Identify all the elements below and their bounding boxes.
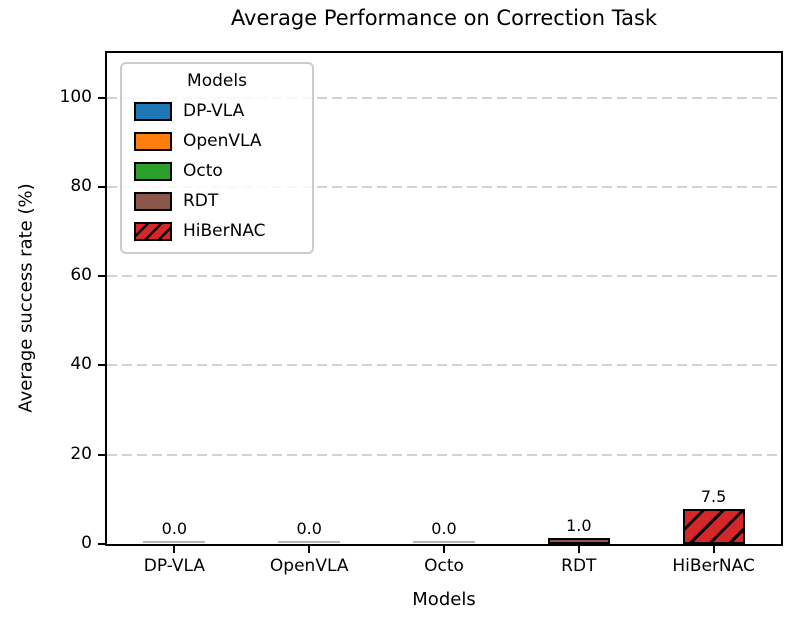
legend-swatch [134, 221, 172, 241]
bar-value-label: 0.0 [161, 519, 188, 538]
x-tick-mark [577, 546, 580, 553]
legend-swatch [134, 131, 172, 151]
bar [278, 541, 341, 543]
bar [413, 541, 475, 543]
y-tick-label: 100 [59, 86, 92, 107]
legend-title: Models [187, 71, 247, 91]
x-tick-mark [173, 546, 176, 553]
legend-entry: Octo [134, 161, 300, 181]
legend: Models DP-VLA OpenVLA Octo RDT HiBerNAC [120, 62, 314, 254]
y-tick-label: 0 [81, 533, 92, 553]
bar [682, 508, 745, 544]
y-tick-label: 20 [70, 443, 92, 464]
x-tick-label: Octo [424, 556, 464, 576]
y-tick-label: 60 [70, 265, 92, 286]
bar-value-label: 1.0 [566, 515, 592, 535]
x-tick-label: RDT [561, 556, 597, 576]
legend-swatch [134, 191, 172, 211]
y-tick-mark [98, 275, 105, 278]
plot-area: 0.0 0.0 0.0 1.0 7.5 Models DP-VLA OpenVLA Octo… [105, 51, 783, 546]
legend-swatch [134, 101, 172, 121]
gridline [107, 453, 781, 456]
bar [547, 537, 610, 544]
y-tick-mark [98, 96, 105, 99]
legend-label: OpenVLA [183, 131, 262, 151]
x-tick-mark [443, 546, 445, 553]
legend-entry: DP-VLA [134, 101, 300, 121]
bar-value-label: 7.5 [700, 486, 727, 506]
bar-value-label: 0.0 [296, 519, 322, 538]
legend-label: RDT [183, 191, 219, 211]
legend-entry: RDT [134, 191, 300, 211]
legend-label: HiBerNAC [183, 221, 266, 241]
gridline [107, 364, 781, 367]
x-axis-label: Models [412, 589, 476, 610]
legend-entry: OpenVLA [134, 131, 300, 151]
y-tick-mark [98, 185, 105, 188]
y-tick-mark [98, 364, 105, 367]
x-tick-label: DP-VLA [143, 556, 205, 576]
legend-label: Octo [183, 161, 223, 181]
gridline [107, 185, 781, 188]
chart-title: Average Performance on Correction Task [230, 6, 658, 30]
legend-entry: HiBerNAC [134, 221, 300, 241]
y-tick-label: 80 [70, 175, 92, 196]
legend-entries: DP-VLA OpenVLA Octo RDT HiBerNAC [134, 101, 300, 241]
x-tick-label: OpenVLA [269, 556, 349, 576]
gridline [107, 275, 781, 278]
y-tick-mark [98, 543, 105, 545]
x-tick-label: HiBerNAC [672, 556, 755, 576]
y-tick-label: 40 [70, 354, 92, 375]
legend-label: DP-VLA [183, 101, 245, 121]
gridline [107, 96, 781, 99]
y-axis-label: Average success rate (%) [15, 183, 37, 413]
bar-value-label: 0.0 [431, 519, 457, 538]
y-tick-mark [98, 453, 105, 456]
legend-swatch [134, 161, 172, 181]
x-tick-mark [712, 546, 715, 553]
bar [143, 541, 206, 543]
x-tick-mark [308, 546, 311, 553]
